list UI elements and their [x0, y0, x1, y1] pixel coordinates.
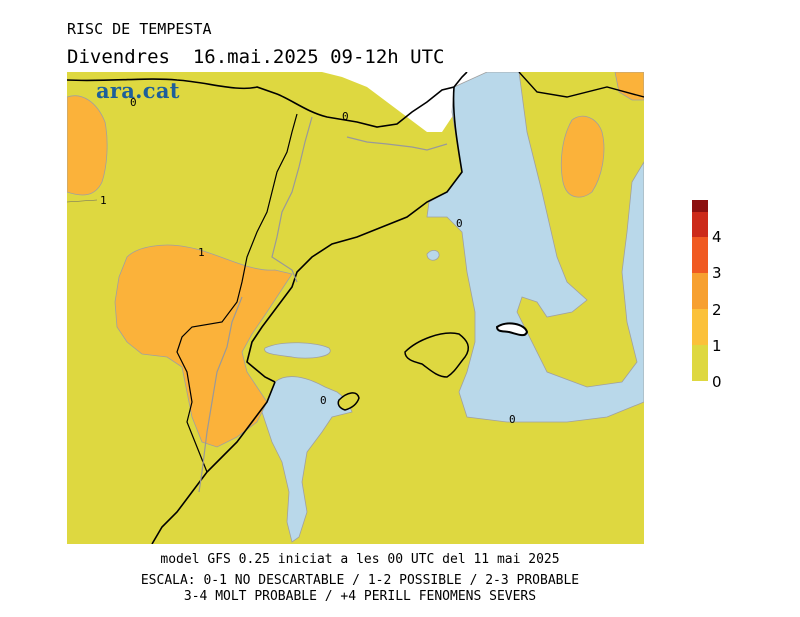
coastline	[67, 72, 468, 128]
sea-gulf-south	[261, 376, 353, 543]
coastline-east	[246, 86, 463, 383]
contour-label: 0	[456, 217, 463, 230]
risk-map	[67, 72, 644, 544]
contour-ones	[67, 199, 98, 203]
contour-label: 1	[198, 246, 205, 259]
legend-swatch-1	[692, 309, 708, 345]
contour-label: 1	[100, 194, 107, 207]
contour-label: 0	[320, 394, 327, 407]
legend-swatch-5	[692, 200, 708, 212]
island-west	[337, 392, 360, 411]
border-grey-2	[346, 136, 448, 151]
risk-zone-1-2-central	[114, 244, 293, 448]
sea-area	[426, 72, 644, 423]
legend-swatch-3	[692, 237, 708, 273]
coastline-south	[151, 381, 276, 544]
risk-zone-1-2-east	[560, 115, 605, 198]
footer-scale-line2: 3-4 MOLT PROBABLE / +4 PERILL FENOMENS S…	[183, 589, 537, 604]
footer-scale-line1: ESCALA: 0-1 NO DESCARTABLE / 1-2 POSSIBL…	[140, 573, 580, 588]
sea-bay-mid	[264, 342, 331, 359]
masked-area	[322, 72, 487, 132]
map-datetime: Divendres 16.mai.2025 09-12h UTC	[67, 46, 445, 68]
contour-label: 0	[130, 96, 137, 109]
risk-zone-1-2-corner	[614, 72, 644, 101]
border-grey-1	[198, 116, 313, 493]
legend-swatch-4	[692, 212, 708, 237]
contour-label: 0	[342, 110, 349, 123]
risk-zone-1-2-west	[67, 95, 108, 196]
legend-label-1: 1	[712, 337, 722, 355]
map-title: RISC DE TEMPESTA	[67, 20, 212, 38]
contour-label: 0	[509, 413, 516, 426]
legend-swatch-2	[692, 273, 708, 309]
legend-swatch-0	[692, 345, 708, 381]
island-small	[495, 322, 529, 337]
border-inland	[176, 113, 298, 473]
ara-cat-logo: ara.cat	[96, 78, 180, 103]
border-east	[518, 72, 644, 98]
legend-label-2: 2	[712, 301, 722, 319]
island-large	[404, 332, 470, 378]
legend-label-0: 0	[712, 373, 722, 391]
legend-label-4: 4	[712, 228, 722, 246]
sea-pool	[426, 250, 440, 261]
footer-model-info: model GFS 0.25 iniciat a les 00 UTC del …	[160, 552, 560, 567]
legend-label-3: 3	[712, 264, 722, 282]
risk-legend	[692, 200, 708, 381]
